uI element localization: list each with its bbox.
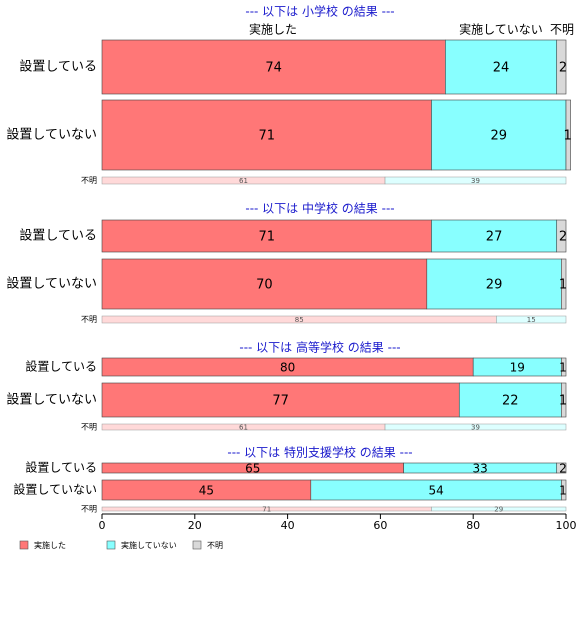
row-label: 設置している xyxy=(19,228,97,244)
x-tick-label: 0 xyxy=(99,519,106,532)
bar-value-label: 1 xyxy=(559,361,567,375)
bar-value-label: 1 xyxy=(559,394,567,409)
unknown-bar-segment xyxy=(431,506,567,512)
column-header-unknown: 不明 xyxy=(550,23,574,37)
bar-value-label: 2 xyxy=(559,61,567,76)
unknown-bar-segment xyxy=(496,315,567,324)
bar-segment xyxy=(561,479,567,501)
row-label: 設置している xyxy=(19,59,97,75)
unknown-bar-segment xyxy=(384,176,567,185)
bar-segment xyxy=(556,462,567,474)
bar-segment xyxy=(431,219,558,253)
bar-segment xyxy=(561,357,567,377)
bar-value-label: 74 xyxy=(265,61,282,76)
unknown-bar-value-label: 29 xyxy=(494,506,503,514)
bar-segment xyxy=(561,382,567,418)
panel-title: --- 以下は 高等学校 の結果 --- xyxy=(239,340,400,355)
unknown-bar-value-label: 61 xyxy=(239,424,248,432)
unknown-bar-value-label: 85 xyxy=(295,316,304,324)
column-header-implemented: 実施した xyxy=(249,22,297,37)
x-tick-label: 100 xyxy=(556,519,577,532)
panel-title: --- 以下は 中学校 の結果 --- xyxy=(245,201,394,216)
bar-value-label: 65 xyxy=(245,462,260,476)
legend-label: 実施した xyxy=(34,540,66,550)
bar-value-label: 54 xyxy=(428,484,443,498)
bar-value-label: 29 xyxy=(490,129,507,144)
bar-value-label: 77 xyxy=(272,394,289,409)
legend-label: 不明 xyxy=(207,541,223,550)
bar-value-label: 1 xyxy=(559,278,567,293)
bar-segment xyxy=(556,219,567,253)
bar-value-label: 70 xyxy=(256,278,273,293)
bar-value-label: 22 xyxy=(502,394,519,409)
column-header-not-implemented: 実施していない xyxy=(459,22,543,37)
x-tick-label: 80 xyxy=(466,519,480,532)
unknown-bar-value-label: 71 xyxy=(262,506,271,514)
row-label: 設置していない xyxy=(13,482,97,497)
x-tick-label: 20 xyxy=(188,519,202,532)
unknown-bar-value-label: 39 xyxy=(471,424,480,432)
bar-segment xyxy=(565,99,571,171)
bar-value-label: 33 xyxy=(473,462,488,476)
bar-value-label: 2 xyxy=(559,230,567,245)
row-label: 設置していない xyxy=(6,392,97,408)
bar-value-label: 80 xyxy=(280,361,295,375)
unknown-bar-value-label: 39 xyxy=(471,177,480,185)
bar-segment xyxy=(561,258,567,310)
unknown-row-label: 不明 xyxy=(81,315,97,324)
bar-value-label: 1 xyxy=(563,129,571,144)
unknown-row-label: 不明 xyxy=(81,505,97,514)
bar-segment xyxy=(101,382,460,418)
legend-label: 実施していない xyxy=(121,540,177,550)
bar-value-label: 29 xyxy=(486,278,503,293)
legend-swatch xyxy=(19,540,29,550)
row-label: 設置している xyxy=(25,359,97,374)
x-tick-label: 60 xyxy=(373,519,387,532)
panel-title: --- 以下は 小学校 の結果 --- xyxy=(245,4,394,19)
row-label: 設置していない xyxy=(6,276,97,292)
bar-segment xyxy=(556,39,567,95)
bar-segment xyxy=(431,99,567,171)
bar-value-label: 71 xyxy=(258,129,275,144)
bar-value-label: 24 xyxy=(493,61,510,76)
panel-title: --- 以下は 特別支援学校 の結果 --- xyxy=(227,445,412,460)
unknown-row-label: 不明 xyxy=(81,423,97,432)
bar-segment xyxy=(445,39,558,95)
row-label: 設置している xyxy=(25,460,97,475)
bar-segment xyxy=(101,219,432,253)
legend-swatch xyxy=(192,540,202,550)
bar-segment xyxy=(101,39,446,95)
bar-value-label: 1 xyxy=(559,484,567,498)
unknown-bar-segment xyxy=(384,423,567,431)
bar-value-label: 19 xyxy=(510,361,525,375)
unknown-bar-value-label: 61 xyxy=(239,177,248,185)
bar-value-label: 2 xyxy=(559,462,567,476)
row-label: 設置していない xyxy=(6,127,97,143)
bar-segment xyxy=(426,258,562,310)
bar-value-label: 71 xyxy=(258,230,275,245)
unknown-row-label: 不明 xyxy=(81,176,97,185)
bar-value-label: 45 xyxy=(199,484,214,498)
unknown-bar-value-label: 15 xyxy=(527,316,536,324)
bar-value-label: 27 xyxy=(486,230,503,245)
legend-swatch xyxy=(106,540,116,550)
x-tick-label: 40 xyxy=(281,519,295,532)
bar-segment xyxy=(458,382,562,418)
